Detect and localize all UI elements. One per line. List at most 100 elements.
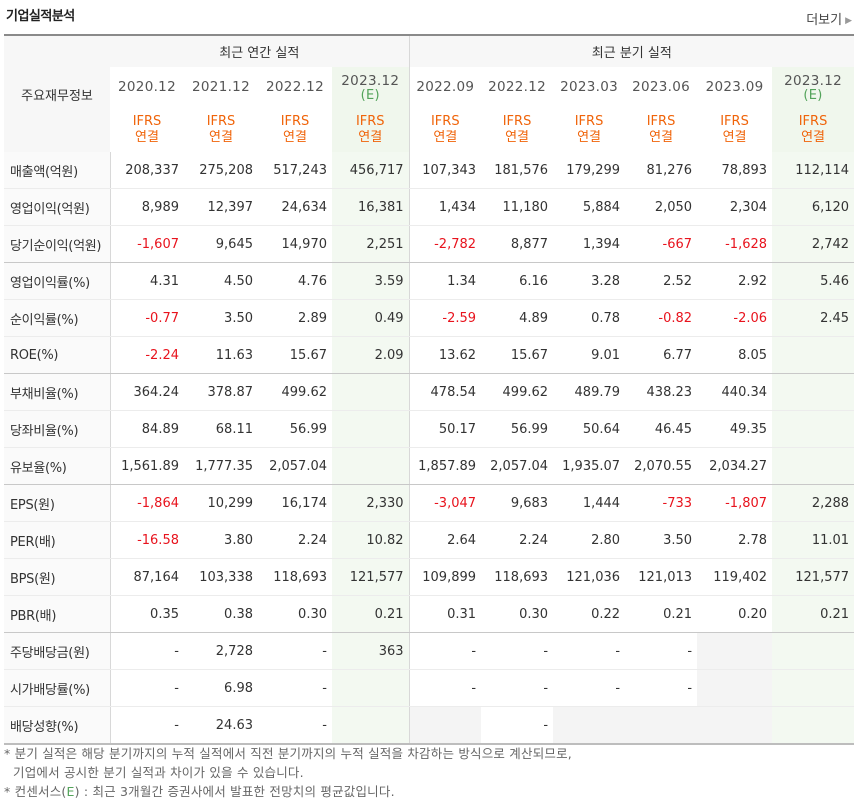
- table-cell: [772, 410, 855, 448]
- table-row: EPS(원) -1,864 10,299 16,174 2,330 -3,047 9,683…: [4, 484, 855, 522]
- period-header: 2023.12 (E): [332, 67, 410, 107]
- table-row: 당기순이익(억원) -1,607 9,645 14,970 2,251 -2,782 8,8…: [4, 225, 855, 263]
- table-cell: 9,683: [481, 484, 554, 522]
- period-header: 2022.12: [258, 67, 332, 107]
- table-row: 매출액(억원) 208,337 275,208 517,243 456,717 107,3…: [4, 152, 855, 189]
- ifrs-header: IFRS 연결: [110, 107, 184, 152]
- table-cell: [697, 669, 773, 707]
- table-cell: 56.99: [481, 410, 554, 448]
- table-cell: 2,057.04: [481, 447, 554, 485]
- table-cell: [772, 336, 855, 374]
- row-label: PBR(배): [4, 595, 111, 633]
- ifrs-header-row: IFRS 연결 IFRS 연결 IFRS 연결 IFRS 연결 IFRS 연결 IFRS 연결 IFRS…: [4, 107, 855, 152]
- table-cell: 2.24: [258, 521, 332, 559]
- table-cell: 9.01: [553, 336, 626, 374]
- ifrs-header: IFRS 연결: [332, 107, 410, 152]
- table-cell: 2.64: [409, 521, 482, 559]
- table-cell: 3.80: [184, 521, 258, 559]
- table-cell: -: [625, 669, 698, 707]
- table-cell: -733: [625, 484, 698, 522]
- table-cell: 6.98: [184, 669, 258, 707]
- ifrs-header: IFRS 연결: [772, 107, 855, 152]
- row-label: 영업이익률(%): [4, 262, 111, 300]
- table-cell: 378.87: [184, 373, 258, 411]
- footnote-quarterly-cont: 기업에서 공시한 분기 실적과 차이가 있을 수 있습니다.: [13, 765, 304, 780]
- table-cell: -1,607: [110, 225, 184, 263]
- period-label: 2020.12: [118, 79, 176, 95]
- table-cell: -: [481, 706, 554, 745]
- ifrs-label: IFRS: [574, 113, 604, 129]
- footnote-consensus-mark: E: [66, 784, 75, 799]
- table-cell: -: [553, 669, 626, 707]
- table-cell: 12,397: [184, 188, 258, 226]
- table-cell: 24.63: [184, 706, 258, 745]
- table-cell: 3.28: [553, 262, 626, 300]
- table-cell: 0.38: [184, 595, 258, 633]
- row-label: 순이익률(%): [4, 299, 111, 337]
- table-cell: -0.82: [625, 299, 698, 337]
- table-cell: -2.24: [110, 336, 184, 374]
- table-cell: 107,343: [409, 152, 482, 189]
- ifrs-header: IFRS 연결: [553, 107, 625, 152]
- table-cell: -: [481, 632, 554, 670]
- table-cell: -: [409, 669, 482, 707]
- table-row: 순이익률(%) -0.77 3.50 2.89 0.49 -2.59 4.89 0.78 -0.…: [4, 299, 855, 337]
- table-cell: 11.01: [772, 521, 855, 559]
- consolidated-label: 연결: [577, 129, 601, 145]
- table-cell: [332, 373, 410, 411]
- table-cell: -: [409, 632, 482, 670]
- table-cell: 2,330: [332, 484, 410, 522]
- row-label: PER(배): [4, 521, 111, 559]
- table-cell: [772, 706, 855, 745]
- period-label: 2023.12: [341, 72, 400, 89]
- table-cell: 119,402: [697, 558, 773, 596]
- table-cell: 438.23: [625, 373, 698, 411]
- table-cell: 10.82: [332, 521, 410, 559]
- table-cell: 275,208: [184, 152, 258, 189]
- table-cell: 84.89: [110, 410, 184, 448]
- table-cell: [553, 706, 626, 745]
- table-cell: 4.31: [110, 262, 184, 300]
- ifrs-header: IFRS 연결: [481, 107, 553, 152]
- table-cell: 2.45: [772, 299, 855, 337]
- table-row: 당좌비율(%) 84.89 68.11 56.99 50.17 56.99 50.64 46.…: [4, 410, 855, 448]
- ifrs-label: IFRS: [798, 113, 828, 129]
- table-cell: 2.09: [332, 336, 410, 374]
- period-header: 2023.06: [625, 67, 697, 107]
- table-cell: -: [110, 632, 184, 670]
- table-cell: 8,989: [110, 188, 184, 226]
- table-cell: 1,777.35: [184, 447, 258, 485]
- consolidated-label: 연결: [135, 129, 159, 145]
- table-cell: 440.34: [697, 373, 773, 411]
- row-label: BPS(원): [4, 558, 111, 596]
- period-label: 2023.03: [560, 79, 618, 95]
- ifrs-header: IFRS 연결: [697, 107, 772, 152]
- table-cell: 5,884: [553, 188, 626, 226]
- table-cell: 2.24: [481, 521, 554, 559]
- table-cell: 181,576: [481, 152, 554, 189]
- table-cell: [332, 447, 410, 485]
- table-cell: 118,693: [481, 558, 554, 596]
- table-cell: 4.89: [481, 299, 554, 337]
- table-cell: 3.50: [184, 299, 258, 337]
- table-cell: -: [625, 632, 698, 670]
- table-cell: 2,288: [772, 484, 855, 522]
- ifrs-label: IFRS: [720, 113, 749, 129]
- table-cell: 2.78: [697, 521, 773, 559]
- table-cell: 16,174: [258, 484, 332, 522]
- table-cell: 56.99: [258, 410, 332, 448]
- table-cell: -: [553, 632, 626, 670]
- table-cell: [332, 669, 410, 707]
- table-cell: 121,036: [553, 558, 626, 596]
- row-label: ROE(%): [4, 336, 111, 374]
- ifrs-label: IFRS: [430, 113, 460, 129]
- table-cell: 4.76: [258, 262, 332, 300]
- consolidated-label: 연결: [209, 129, 233, 145]
- table-cell: 364.24: [110, 373, 184, 411]
- consolidated-label: 연결: [433, 129, 458, 145]
- table-cell: 81,276: [625, 152, 698, 189]
- table-cell: 489.79: [553, 373, 626, 411]
- table-cell: 0.49: [332, 299, 410, 337]
- table-row: ROE(%) -2.24 11.63 15.67 2.09 13.62 15.67 9.01 6…: [4, 336, 855, 374]
- more-link[interactable]: 더보기 ▶: [806, 9, 852, 28]
